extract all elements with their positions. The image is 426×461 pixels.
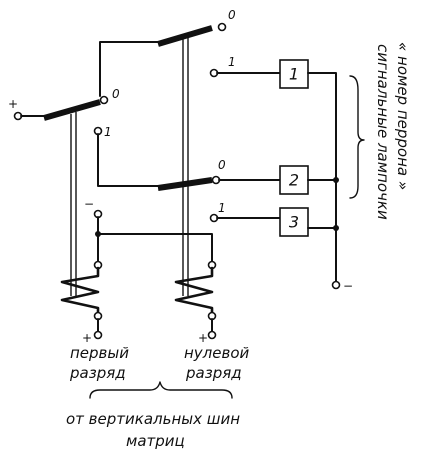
terminal-plus-coil1 [93,330,103,340]
wire-sw1-one-to-sw2 [97,133,159,187]
label-sw1-one: 1 [104,125,112,139]
lamps-brace [349,75,365,199]
wire-lamp-outputs [307,72,337,283]
lamp-label-2: 2 [289,171,299,190]
label-plus-coil1: + [82,331,92,345]
wire-minus-rail [97,233,213,263]
junction-lamp2 [333,177,339,183]
wire-top-link [99,41,159,97]
caption-signal-lamps: сигнальные лампочки [374,44,392,220]
lamp-box-3 [279,207,309,237]
label-sw2-one: 1 [218,201,226,215]
label-plus-coil2: + [198,331,208,345]
label-minus-rail: − [84,197,94,211]
lamp-label-1: 1 [289,65,299,84]
terminal-plus-coil2 [207,330,217,340]
rod-right [182,36,189,296]
bottom-brace [89,381,233,399]
label-sw2-zero: 0 [218,158,226,172]
caption-source-1: от вертикальных шин [66,410,240,428]
caption-first-digit-2: разряд [69,364,126,382]
lamp-label-3: 3 [289,213,299,232]
label-lamp1-contact: 1 [228,55,236,69]
terminal-top-right [217,22,227,32]
caption-zero-digit-1: нулевой [184,344,250,362]
caption-first-digit-1: первый [70,344,129,362]
caption-platform-number: « номер перрона » [394,42,412,190]
switch-arm-top [157,25,213,47]
switch-arm-2 [157,177,213,191]
label-minus-bus: − [343,279,353,293]
label-plus-left: + [8,97,18,111]
coil-zero-digit [174,266,214,315]
junction-minus-rail [95,231,101,237]
label-top-right: 0 [228,8,236,22]
coil-first-digit [60,266,100,315]
caption-source-2: матриц [126,432,185,450]
lamp-box-2 [279,165,309,195]
label-sw1-mid: 0 [112,87,120,101]
junction-lamp3 [333,225,339,231]
rod-left [70,112,77,296]
contact-sw1-zero [99,95,109,105]
terminal-minus-bus [331,280,341,290]
caption-zero-digit-2: разряд [185,364,242,382]
switch-arm-1 [43,99,101,121]
